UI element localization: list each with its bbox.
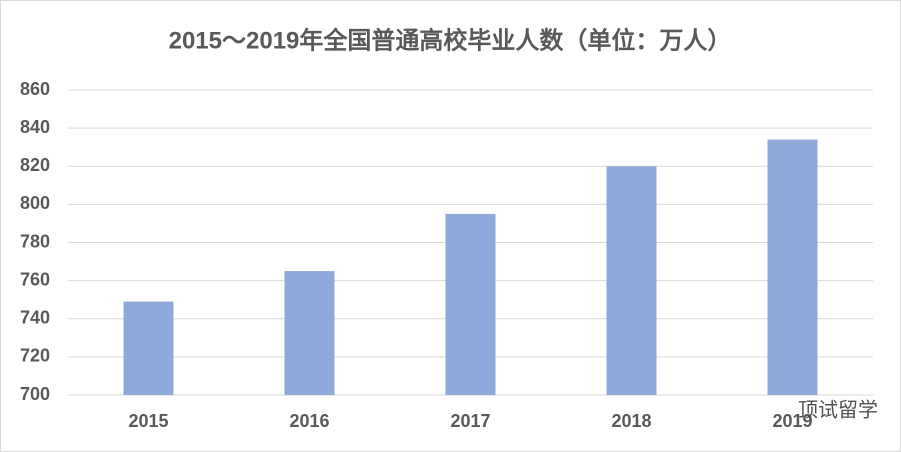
y-tick-label: 820 xyxy=(20,155,50,175)
chart-title: 2015～2019年全国普通高校毕业人数（单位：万人） xyxy=(169,26,732,54)
x-tick-label: 2018 xyxy=(611,411,651,431)
bar xyxy=(123,301,174,395)
y-tick-label: 860 xyxy=(20,79,50,99)
y-tick-label: 720 xyxy=(20,346,50,366)
bar xyxy=(606,166,657,395)
bar xyxy=(767,139,818,395)
y-tick-label: 840 xyxy=(20,117,50,137)
x-tick-label: 2019 xyxy=(772,411,812,431)
bar xyxy=(445,213,496,395)
y-tick-label: 700 xyxy=(20,384,50,404)
watermark: 顶试留学 xyxy=(798,398,878,421)
x-tick-label: 2016 xyxy=(289,411,329,431)
y-tick-label: 740 xyxy=(20,308,50,328)
bar xyxy=(284,271,335,395)
y-tick-label: 800 xyxy=(20,193,50,213)
y-tick-label: 760 xyxy=(20,269,50,289)
y-tick-label: 780 xyxy=(20,231,50,251)
x-tick-label: 2015 xyxy=(128,411,168,431)
x-tick-label: 2017 xyxy=(450,411,490,431)
